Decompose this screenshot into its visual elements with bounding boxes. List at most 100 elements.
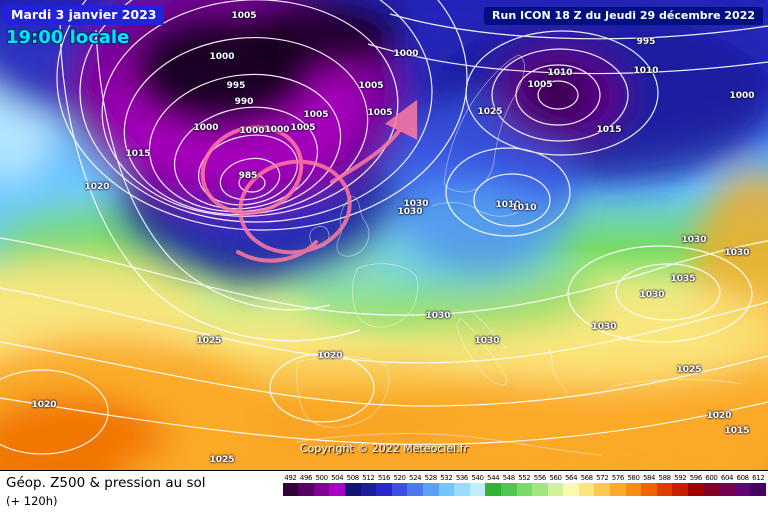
- hand-drawn-annotation: [200, 99, 418, 263]
- scale-value: 496: [299, 474, 313, 482]
- scale-cell: 568: [578, 474, 595, 496]
- scale-value: 552: [518, 474, 531, 482]
- scale-cell: 528: [422, 474, 439, 496]
- scale-swatch: [641, 483, 657, 496]
- scale-value: 600: [705, 474, 718, 482]
- annotation-arrow: [330, 99, 418, 184]
- scale-value: 604: [720, 474, 734, 482]
- scale-value: 608: [736, 474, 750, 482]
- scale-cell: 500: [313, 474, 330, 496]
- weather-map: 1005 1000 995 990 1000 1000 1000 1005 1005 985 101…: [0, 0, 768, 470]
- scale-swatch: [282, 483, 299, 496]
- scale-swatch: [594, 483, 611, 496]
- scale-value: 528: [424, 474, 438, 482]
- scale-value: 560: [549, 474, 562, 482]
- scale-swatch: [547, 483, 564, 496]
- scale-value: 536: [455, 474, 469, 482]
- scale-cell: 524: [407, 474, 423, 496]
- scale-swatch: [360, 483, 377, 496]
- scale-cell: 496: [298, 474, 314, 496]
- scale-swatch: [563, 483, 579, 496]
- scale-value: 584: [642, 474, 656, 482]
- coastlines: [295, 54, 743, 456]
- scale-swatch: [391, 483, 408, 496]
- scale-swatch: [329, 483, 345, 496]
- scale-value: 532: [440, 474, 453, 482]
- scale-cell: 516: [376, 474, 392, 496]
- legend-bar: Géop. Z500 & pression au sol (+ 120h) 49…: [0, 470, 768, 512]
- scale-value: 580: [627, 474, 640, 482]
- scale-swatch: [485, 483, 501, 496]
- scale-cell: 584: [641, 474, 657, 496]
- scale-value: 576: [611, 474, 625, 482]
- forecast-hour: (+ 120h): [6, 494, 58, 508]
- scale-swatch: [454, 483, 470, 496]
- scale-swatch: [734, 483, 751, 496]
- copyright-notice: Copyright © 2022 Meteociel.fr: [300, 442, 469, 455]
- scale-value: 516: [377, 474, 391, 482]
- scale-cell: 556: [532, 474, 548, 496]
- scale-swatch: [438, 483, 455, 496]
- scale-swatch: [376, 483, 392, 496]
- scale-swatch: [719, 483, 735, 496]
- scale-cell: 520: [391, 474, 408, 496]
- scale-cell: 588: [656, 474, 673, 496]
- scale-cell: 596: [688, 474, 704, 496]
- scale-value: 556: [533, 474, 547, 482]
- forecast-date: Mardi 3 janvier 2023: [4, 5, 164, 25]
- scale-swatch: [610, 483, 626, 496]
- isobar-contours: [0, 0, 768, 455]
- scale-cell: 564: [563, 474, 579, 496]
- scale-swatch: [313, 483, 330, 496]
- scale-cell: 608: [734, 474, 751, 496]
- scale-swatch: [422, 483, 439, 496]
- scale-swatch: [500, 483, 517, 496]
- scale-swatch: [344, 483, 361, 496]
- scale-swatch: [578, 483, 595, 496]
- annotation-circle: [200, 125, 304, 215]
- annotation-tail: [236, 240, 318, 263]
- scale-value: 572: [596, 474, 609, 482]
- scale-cell: 580: [625, 474, 642, 496]
- scale-value: 596: [689, 474, 703, 482]
- scale-swatch: [298, 483, 314, 496]
- scale-cell: 604: [719, 474, 735, 496]
- scale-value: 548: [502, 474, 516, 482]
- scale-swatch: [532, 483, 548, 496]
- scale-cell: 576: [610, 474, 626, 496]
- scale-value: 492: [284, 474, 297, 482]
- forecast-time: 19:00 locale: [6, 27, 130, 48]
- scale-value: 544: [487, 474, 500, 482]
- scale-cell: 544: [485, 474, 501, 496]
- scale-value: 540: [471, 474, 484, 482]
- scale-cell: 508: [344, 474, 361, 496]
- scale-swatch: [703, 483, 720, 496]
- scale-cell: 548: [500, 474, 517, 496]
- scale-value: 564: [564, 474, 578, 482]
- scale-value: 520: [393, 474, 406, 482]
- scale-cell: 536: [454, 474, 470, 496]
- scale-cell: 540: [469, 474, 486, 496]
- scale-swatch: [516, 483, 533, 496]
- scale-swatch: [469, 483, 486, 496]
- scale-value: 512: [362, 474, 375, 482]
- scale-swatch: [750, 483, 766, 496]
- geopotential-field: [0, 0, 768, 470]
- scale-swatch: [672, 483, 689, 496]
- scale-cell: 492: [282, 474, 299, 496]
- scale-value: 568: [580, 474, 594, 482]
- scale-value: 588: [658, 474, 672, 482]
- scale-cell: 532: [438, 474, 455, 496]
- scale-value: 508: [346, 474, 360, 482]
- color-scale: 492 496 500 504 508 512 516 520 524 528 532 536 540 5…: [282, 474, 766, 496]
- legend-title: Géop. Z500 & pression au sol: [6, 475, 206, 491]
- scale-swatch: [625, 483, 642, 496]
- scale-value: 524: [409, 474, 422, 482]
- scale-cell: 512: [360, 474, 377, 496]
- scale-cell: 612: [750, 474, 766, 496]
- scale-value: 592: [674, 474, 687, 482]
- scale-swatch: [688, 483, 704, 496]
- scale-swatch: [656, 483, 673, 496]
- scale-cell: 592: [672, 474, 689, 496]
